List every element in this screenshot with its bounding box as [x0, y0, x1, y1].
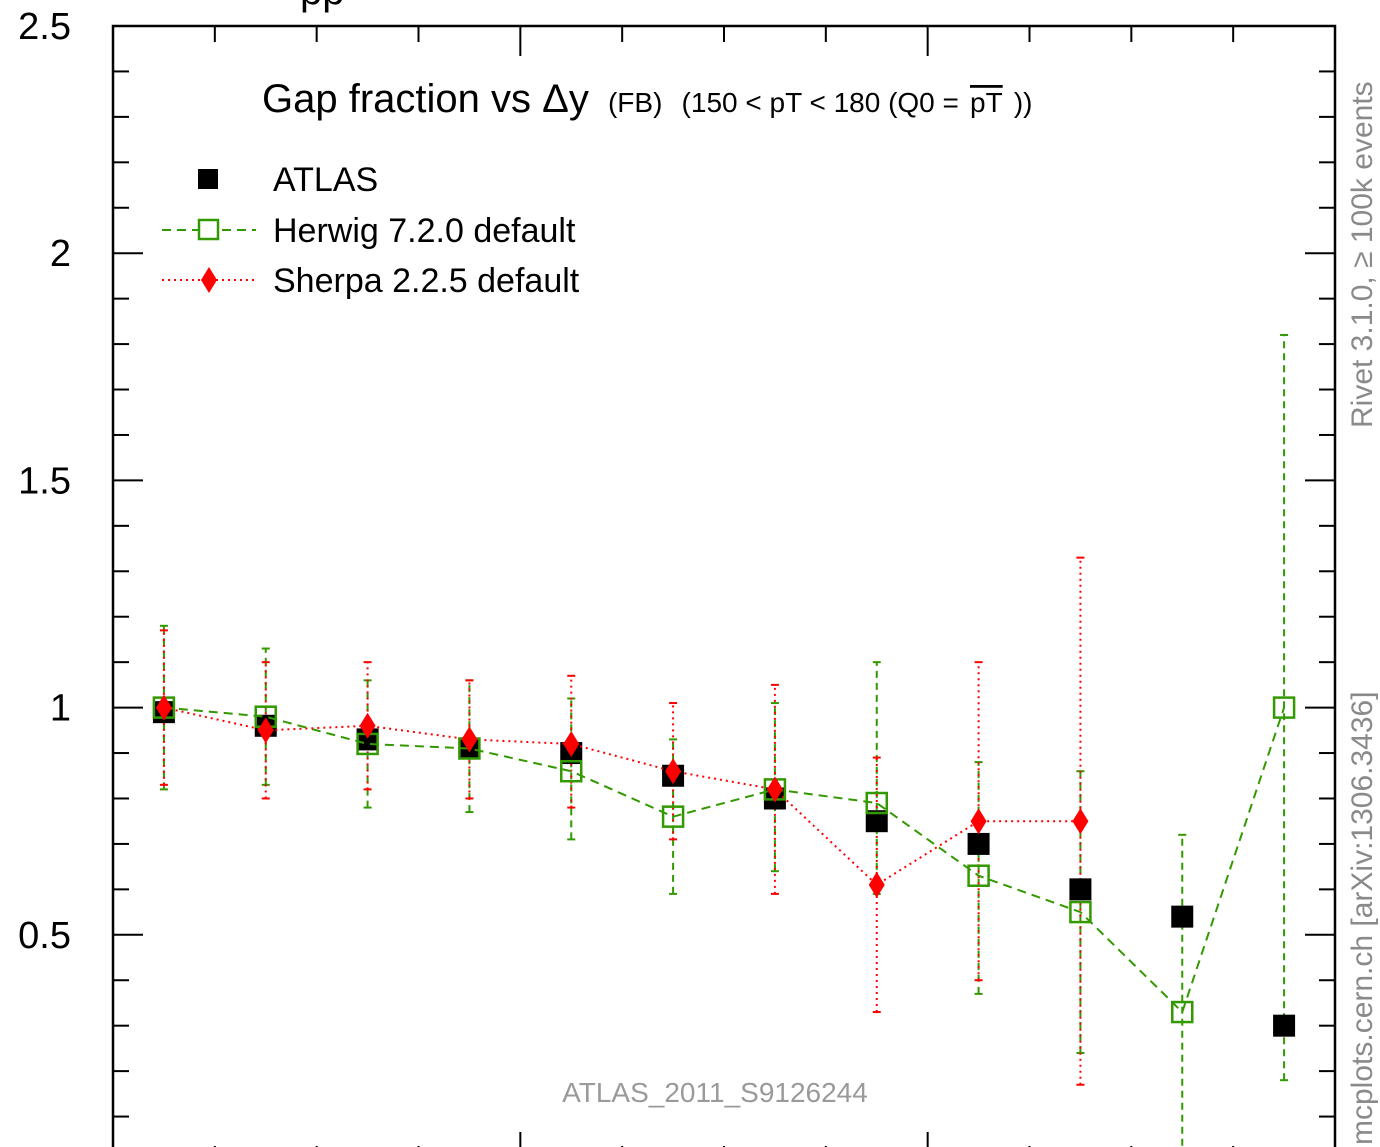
herwig-point: [1171, 1000, 1194, 1024]
title-range-close: )): [1014, 87, 1033, 118]
sherpa-point: [868, 871, 885, 898]
chart-title: Gap fraction vs Δy (FB) (150 < pT < 180 …: [262, 77, 1032, 121]
sherpa-point: [970, 808, 987, 835]
sherpa-point: [1072, 808, 1089, 835]
side-label-rivet: Rivet 3.1.0, ≥ 100k events: [1346, 81, 1379, 428]
title-range-open: (150 < pT < 180 (Q0 =: [682, 87, 959, 118]
series-layer: [152, 333, 1296, 1147]
legend-sherpa-label: Sherpa 2.2.5 default: [273, 262, 580, 300]
sherpa-point: [766, 776, 783, 803]
herwig-point: [1069, 900, 1092, 924]
herwig-point: [661, 805, 685, 828]
side-label-mcplots: mcplots.cern.ch [arXiv:1306.3436]: [1346, 691, 1379, 1145]
atlas-point: [1069, 878, 1092, 901]
title-pt: pT: [970, 87, 1003, 118]
y-tick-label: 0.5: [18, 915, 71, 957]
title-delta: Δy: [542, 77, 589, 121]
legend-herwig-marker: [197, 218, 220, 241]
sherpa-point: [359, 712, 376, 739]
y-tick-labels: 0.5 1 1.5 2 2.5: [18, 6, 71, 957]
atlas-point: [1171, 905, 1194, 928]
sherpa-point: [461, 726, 478, 753]
top-cut-text: pp: [300, 0, 345, 13]
axis-ticks: [112, 25, 1336, 1147]
herwig-point: [967, 864, 990, 887]
analysis-watermark: ATLAS_2011_S9126244: [562, 1077, 868, 1108]
title-fb: (FB): [608, 87, 662, 118]
legend-herwig-label: Herwig 7.2.0 default: [273, 212, 576, 250]
atlas-point: [967, 832, 990, 855]
legend: ATLAS Herwig 7.2.0 default Sherpa 2.2.5 …: [162, 161, 580, 300]
sherpa-line: [163, 706, 1081, 887]
legend-atlas-label: ATLAS: [273, 161, 378, 199]
y-tick-label: 1.5: [18, 460, 71, 502]
herwig-point: [560, 759, 583, 783]
atlas-point: [1273, 1014, 1296, 1037]
legend-sherpa-marker: [201, 267, 217, 293]
sherpa-point: [257, 717, 274, 744]
herwig-point: [865, 791, 888, 815]
herwig-point: [1272, 696, 1296, 719]
atlas-point: [865, 810, 888, 833]
y-tick-label: 1: [50, 688, 71, 730]
herwig-line: [163, 706, 1286, 1014]
y-tick-label: 2: [50, 233, 71, 275]
y-tick-label: 2.5: [18, 6, 71, 48]
sherpa-point: [155, 694, 172, 721]
title-main: Gap fraction vs: [262, 77, 531, 121]
legend-atlas-marker: [198, 169, 218, 189]
sherpa-point: [563, 730, 580, 757]
sherpa-point: [665, 758, 682, 785]
